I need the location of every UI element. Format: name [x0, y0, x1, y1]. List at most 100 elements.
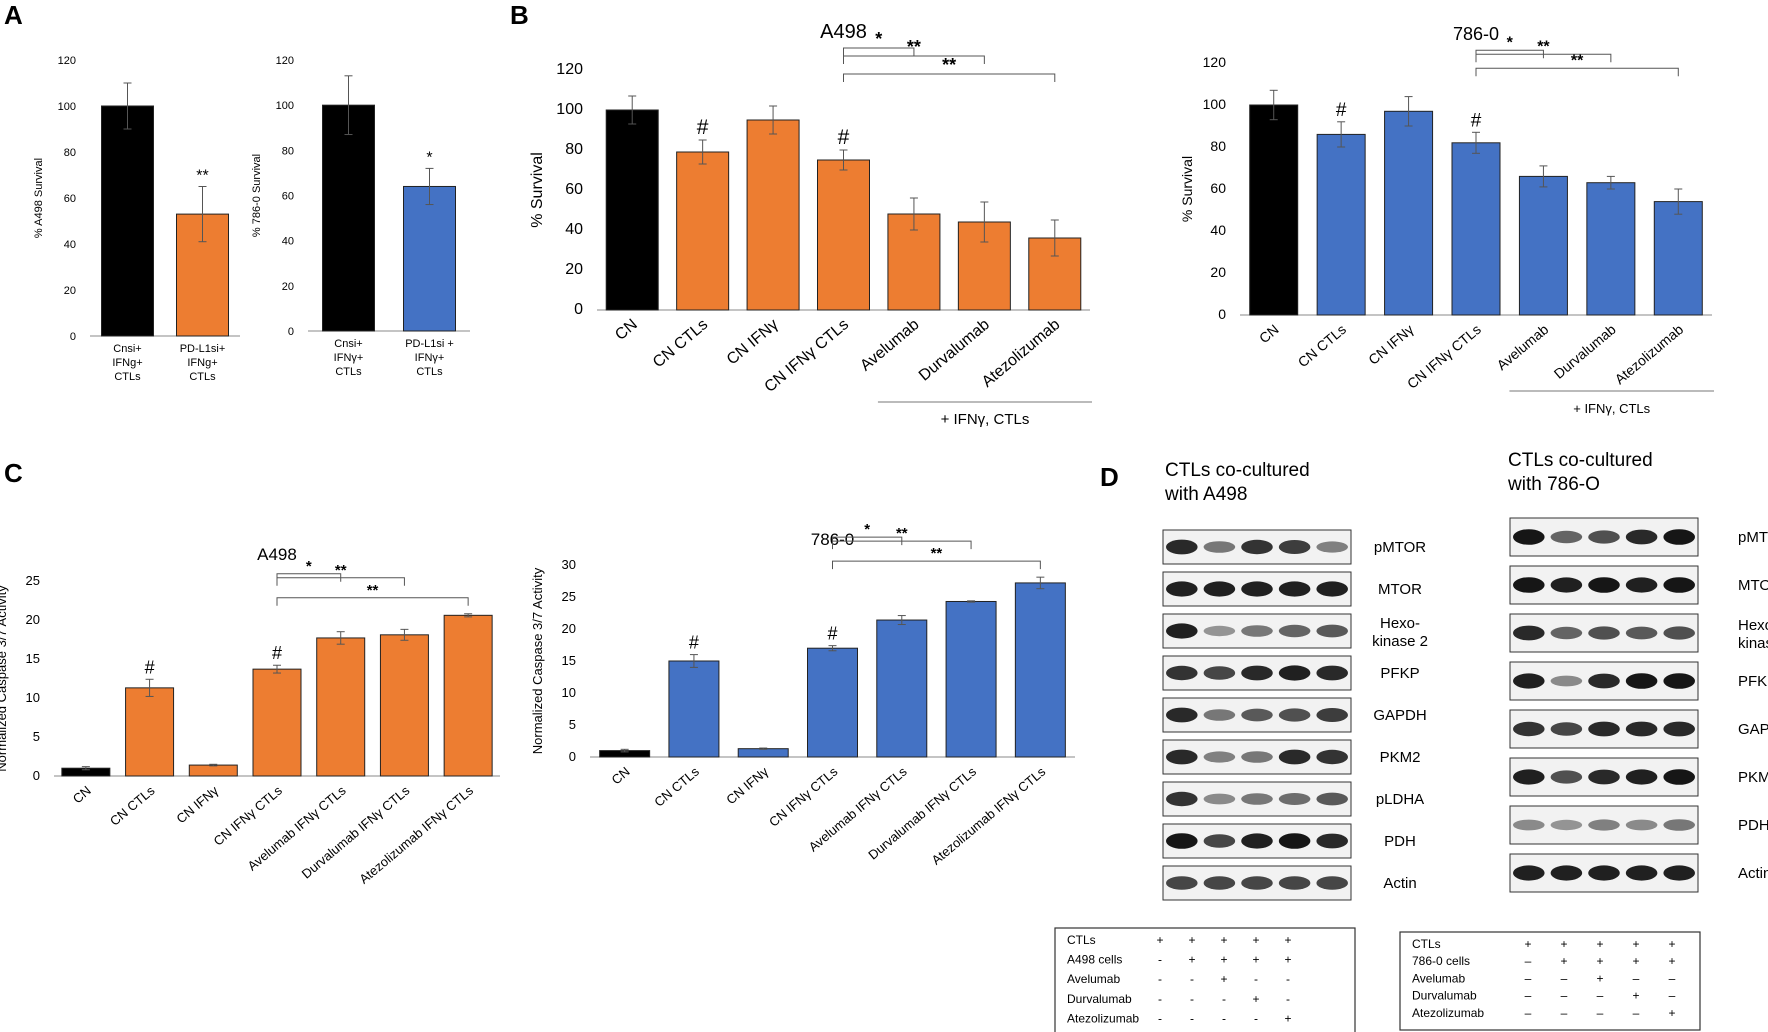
x-tick-label: PD-L1si + IFNγ+ CTLs — [405, 338, 454, 378]
blot-band — [1550, 530, 1583, 544]
protein-label: Hexo-kinase 2 — [1372, 615, 1428, 650]
panel-label-b: B — [510, 0, 529, 30]
bar — [322, 104, 375, 332]
condition-value: + — [1284, 1011, 1291, 1025]
blot-band — [1241, 581, 1273, 597]
bar — [817, 159, 870, 311]
y-tick-label: 20 — [565, 261, 583, 278]
x-tick-label: CN IFNγ — [723, 763, 771, 807]
western-blot-d1: CTLs co-cultured with A498 pMTOR MTOR Hexo-k… — [1054, 460, 1428, 1032]
x-tick-label: Cnsi+ IFNγ+ CTLs — [334, 338, 364, 378]
y-tick-label: 120 — [58, 55, 76, 67]
protein-label: pLDHA — [1376, 791, 1424, 808]
condition-value: - — [1190, 992, 1194, 1006]
condition-value: + — [1220, 933, 1227, 947]
bar — [125, 687, 175, 777]
blot-band — [1316, 541, 1348, 553]
blot-band — [1241, 539, 1273, 555]
protein-label: PFKP — [1738, 673, 1768, 690]
blot-band — [1663, 769, 1695, 785]
condition-value: - — [1158, 1011, 1162, 1025]
blot-title: CTLs co-cultured — [1165, 460, 1310, 481]
bar — [443, 614, 493, 777]
condition-value: - — [1158, 992, 1162, 1006]
bar — [746, 119, 800, 311]
blot-band — [1241, 833, 1273, 849]
blot-band — [1316, 876, 1348, 890]
condition-value: – — [1525, 954, 1532, 968]
condition-row-label: CTLs — [1067, 933, 1096, 947]
condition-table — [1054, 927, 1356, 1032]
protein-label: PDH — [1738, 817, 1768, 834]
x-tick-label: Durvalumab — [916, 316, 993, 385]
y-axis-label: % Survival — [529, 152, 546, 228]
blot-band — [1588, 530, 1620, 544]
condition-row-label: Durvalumab — [1412, 989, 1477, 1003]
bar — [676, 151, 730, 311]
condition-value: + — [1560, 937, 1567, 951]
bracket-label: ** — [907, 37, 921, 57]
condition-value: + — [1284, 953, 1291, 967]
significance-bracket — [1475, 53, 1612, 63]
blot-band — [1550, 626, 1583, 640]
y-tick-label: 100 — [58, 101, 76, 113]
blot-band — [1241, 625, 1273, 637]
protein-label: GAPDH — [1373, 707, 1426, 724]
condition-value: – — [1525, 989, 1532, 1003]
y-tick-label: 0 — [569, 749, 576, 764]
bar — [101, 105, 154, 337]
x-tick-label: Avelumab — [857, 316, 922, 375]
y-tick-label: 60 — [64, 193, 76, 205]
blot-band — [1203, 793, 1236, 805]
condition-value: – — [1525, 1006, 1532, 1020]
y-axis-label: % A498 Survival — [33, 158, 45, 238]
protein-label: Actin — [1383, 875, 1416, 892]
bar — [807, 647, 858, 758]
blot-band — [1203, 666, 1236, 680]
bar — [737, 748, 789, 758]
blot-band — [1550, 865, 1583, 881]
blot-band — [1278, 624, 1311, 638]
condition-row-label: CTLs — [1412, 937, 1441, 951]
blot-band — [1316, 708, 1348, 722]
blot-band — [1550, 675, 1583, 687]
condition-row-label: Atezolizumab — [1412, 1006, 1484, 1020]
condition-value: – — [1597, 1006, 1604, 1020]
y-tick-label: 0 — [70, 331, 76, 343]
y-tick-label: 0 — [33, 768, 40, 783]
blot-band — [1663, 673, 1695, 689]
blot-band — [1278, 540, 1311, 554]
bar — [252, 668, 302, 777]
y-axis-label: % Survival — [1179, 156, 1195, 222]
condition-value: - — [1158, 972, 1162, 986]
condition-value: + — [1632, 954, 1639, 968]
condition-value: + — [1252, 933, 1259, 947]
blot-band — [1625, 819, 1658, 831]
condition-value: - — [1190, 972, 1194, 986]
bracket-label: ** — [1537, 38, 1550, 55]
protein-label: GAPDH — [1738, 721, 1768, 738]
condition-value: + — [1596, 954, 1603, 968]
bar — [1518, 175, 1568, 316]
x-tick-label: CN IFNγ — [173, 782, 221, 826]
chart-title: A498 — [820, 21, 867, 43]
condition-value: - — [1286, 992, 1290, 1006]
condition-value: + — [1188, 933, 1195, 947]
significance-mark: # — [145, 657, 155, 677]
y-tick-label: 80 — [282, 145, 294, 157]
x-tick-label: Atezolizumab — [1612, 321, 1687, 387]
blot-band — [1241, 751, 1273, 763]
y-tick-label: 100 — [276, 100, 294, 112]
y-tick-label: 20 — [562, 621, 576, 636]
y-tick-label: 100 — [556, 101, 583, 118]
blot-band — [1588, 819, 1620, 831]
y-tick-label: 120 — [556, 61, 583, 78]
blot-band — [1316, 749, 1348, 765]
blot-band — [1588, 673, 1620, 689]
blot-band — [1513, 769, 1545, 785]
significance-mark: # — [1336, 100, 1347, 121]
y-tick-label: 0 — [1218, 306, 1226, 322]
group-label: + IFNγ, CTLs — [941, 411, 1030, 428]
blot-band — [1513, 529, 1545, 545]
x-tick-label: CN CTLs — [107, 782, 158, 828]
